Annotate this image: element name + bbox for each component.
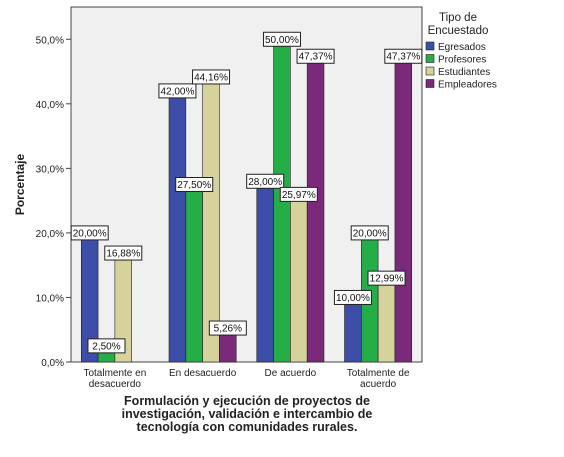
legend-title: Tipo de Encuestado (428, 12, 489, 37)
legend-swatch (425, 66, 435, 76)
x-tick-label: De acuerdo (265, 368, 317, 379)
data-label-box (87, 338, 126, 354)
legend-label: Profesores (438, 55, 486, 66)
bar (290, 194, 308, 363)
x-tick-label: Totalmente en desacuerdo (83, 368, 146, 390)
y-tick-label: 10,0% (36, 293, 64, 304)
x-axis-label: Formulación y ejecución de proyectos de i… (122, 394, 373, 434)
data-label: 44,16% (194, 72, 228, 83)
bar (344, 297, 362, 363)
data-label-box (158, 83, 197, 99)
data-label: 12,99% (370, 274, 404, 285)
data-label: 28,00% (248, 177, 282, 188)
y-tick-label: 30,0% (36, 164, 64, 175)
data-label-box (246, 173, 285, 189)
data-label-box (262, 31, 301, 47)
data-label-box (333, 289, 372, 305)
bar (202, 76, 220, 363)
data-label: 47,37% (299, 52, 333, 63)
data-label-box (296, 48, 335, 64)
data-label: 20,00% (73, 228, 107, 239)
data-label-box (367, 270, 406, 286)
x-tick-label: En desacuerdo (169, 368, 237, 379)
data-label: 5,26% (214, 324, 242, 335)
legend-label: Egresados (438, 42, 486, 53)
data-label: 42,00% (160, 86, 194, 97)
bar (256, 180, 274, 363)
bar (394, 55, 413, 363)
y-tick-label: 50,0% (36, 35, 64, 46)
data-label-box (70, 225, 109, 241)
data-label-box (175, 177, 214, 192)
data-label: 10,00% (336, 293, 370, 304)
data-label-box (350, 225, 389, 241)
data-label: 20,00% (353, 228, 387, 239)
legend-swatch (425, 54, 435, 63)
data-label: 25,97% (282, 190, 316, 201)
data-label: 16,88% (106, 249, 140, 260)
data-label-box (104, 245, 143, 261)
bar (377, 277, 396, 363)
legend-swatch (425, 41, 435, 51)
legend-swatch (425, 79, 435, 88)
data-label: 2,50% (92, 341, 120, 352)
y-tick-label: 0,0% (41, 358, 64, 369)
y-axis-label: Porcentaje (13, 153, 27, 215)
y-tick-label: 20,0% (36, 229, 64, 240)
data-label-box (384, 48, 423, 64)
data-label: 27,50% (177, 180, 211, 191)
data-label-box (192, 69, 231, 85)
legend-label: Empleadores (438, 80, 497, 91)
x-tick-label: Totalmente de acuerdo (347, 368, 410, 390)
data-label: 47,37% (386, 52, 420, 63)
bar (168, 90, 187, 363)
bar (306, 55, 325, 363)
bar (185, 184, 203, 363)
legend-label: Estudiantes (438, 67, 490, 78)
data-label-box (208, 320, 247, 336)
data-label-box (279, 186, 318, 202)
data-label: 50,00% (265, 35, 299, 46)
y-tick-label: 40,0% (36, 100, 64, 111)
